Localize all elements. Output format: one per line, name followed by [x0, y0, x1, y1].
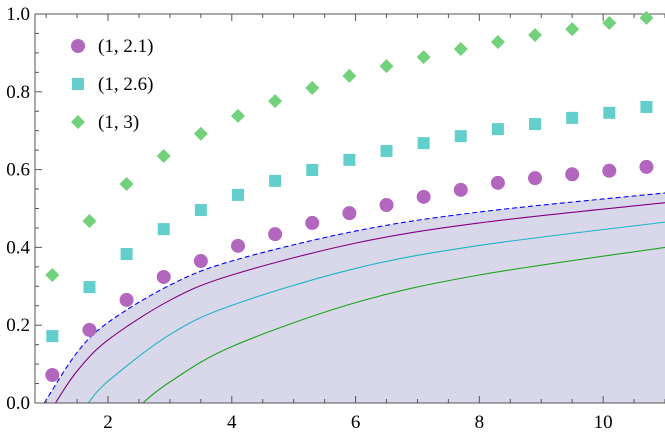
point-series-3: [268, 94, 283, 109]
point-series-3: [379, 59, 394, 74]
point-series-3: [565, 22, 580, 37]
point-series-3: [416, 50, 431, 65]
point-series-3: [305, 80, 320, 95]
point-series-3: [230, 108, 245, 123]
point-series-3: [490, 35, 505, 50]
y-tick-label: 0.0: [6, 393, 30, 414]
frame: 2 4 6 8 10 0.0 0.2 0.4 0.6 0.8 1.0: [6, 4, 665, 433]
point-series-2: [529, 118, 542, 131]
point-series-1: [528, 171, 543, 186]
point-series-2: [120, 248, 133, 261]
y-tick-label: 0.2: [6, 315, 30, 336]
point-series-1: [565, 167, 580, 182]
legend-marker-diamond: [71, 115, 85, 129]
point-series-2: [83, 281, 96, 294]
point-series-2: [269, 174, 282, 187]
point-series-3: [342, 68, 357, 83]
point-series-1: [453, 182, 468, 197]
point-series-2: [491, 123, 504, 136]
point-series-2: [380, 144, 393, 157]
point-series-3: [528, 28, 543, 43]
point-series-2: [603, 106, 616, 119]
curves-layer: [43, 192, 665, 403]
point-series-1: [342, 206, 357, 221]
legend-marker-square: [72, 78, 84, 90]
point-series-2: [157, 223, 170, 236]
point-series-1: [156, 269, 171, 284]
point-series-2: [343, 153, 356, 166]
point-series-2: [417, 137, 430, 150]
point-series-3: [193, 126, 208, 141]
point-series-3: [45, 268, 60, 283]
point-series-1: [82, 322, 97, 337]
point-series-3: [639, 10, 654, 25]
filled-region-layer: [44, 192, 665, 403]
point-series-2: [640, 100, 653, 113]
curve-4: [142, 246, 665, 403]
point-series-1: [119, 292, 134, 307]
point-series-2: [46, 330, 59, 343]
x-tick-label: 2: [103, 412, 113, 433]
point-series-2: [566, 111, 579, 124]
filled-region: [44, 192, 665, 403]
point-series-1: [379, 197, 394, 212]
points-layer: [45, 10, 654, 382]
point-series-1: [305, 215, 320, 230]
curve-1: [43, 192, 665, 403]
point-series-3: [82, 213, 97, 228]
point-series-2: [194, 204, 207, 217]
y-tick-label: 0.4: [6, 237, 30, 258]
curve-2: [54, 202, 665, 403]
legend-label: (1, 2.1): [98, 36, 153, 57]
x-tick-label: 4: [227, 412, 237, 433]
x-tick-label: 8: [475, 412, 485, 433]
point-series-1: [230, 238, 245, 253]
point-series-1: [268, 227, 283, 242]
legend: (1, 2.1) (1, 2.6) (1, 3): [71, 36, 153, 133]
point-series-3: [119, 176, 134, 191]
legend-marker-circle: [71, 39, 85, 53]
point-series-2: [306, 163, 319, 176]
point-series-1: [193, 254, 208, 269]
y-tick-label: 0.6: [6, 160, 30, 181]
curve-3: [87, 221, 665, 403]
point-series-1: [416, 189, 431, 204]
x-tick-label: 6: [351, 412, 361, 433]
point-series-3: [602, 15, 617, 30]
legend-label: (1, 2.6): [98, 74, 153, 95]
y-tick-label: 0.8: [6, 82, 30, 103]
point-series-1: [490, 175, 505, 190]
point-series-1: [639, 159, 654, 174]
point-series-3: [156, 148, 171, 163]
legend-label: (1, 3): [98, 112, 139, 133]
x-tick-label: 10: [594, 412, 613, 433]
y-tick-label: 1.0: [6, 4, 30, 25]
point-series-3: [453, 42, 468, 57]
point-series-1: [45, 367, 60, 382]
point-series-2: [454, 130, 467, 143]
point-series-1: [602, 163, 617, 178]
point-series-2: [231, 188, 244, 201]
